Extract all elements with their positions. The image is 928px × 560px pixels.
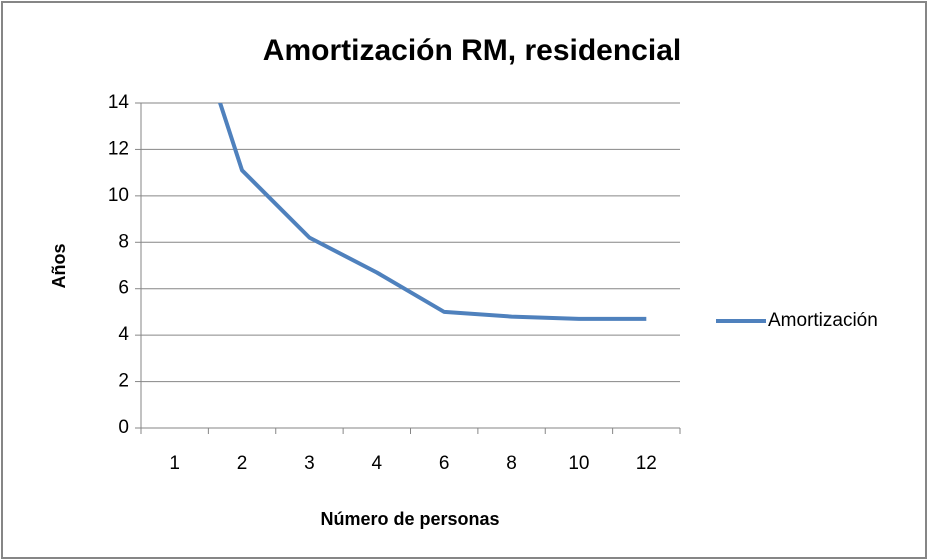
- x-tick-label: 4: [372, 453, 383, 474]
- y-tick-label: 12: [108, 138, 129, 159]
- x-tick-label: 10: [568, 453, 589, 474]
- y-tick-label: 10: [108, 185, 129, 206]
- y-tick-label: 2: [118, 371, 129, 392]
- y-tick-label: 8: [118, 231, 129, 252]
- y-tick-label: 0: [118, 417, 129, 438]
- x-tick-label: 8: [506, 453, 517, 474]
- x-axis-title: Número de personas: [320, 509, 499, 529]
- x-tick-label: 3: [304, 453, 315, 474]
- x-tick-label: 12: [636, 453, 657, 474]
- x-tick-label: 6: [439, 453, 450, 474]
- y-axis-title: Años: [49, 244, 69, 289]
- series-line: [218, 103, 647, 321]
- x-tick-label: 1: [169, 453, 180, 474]
- x-tick-label: 2: [237, 453, 248, 474]
- y-tick-label: 6: [118, 278, 129, 299]
- chart-title: Amortización RM, residencial: [263, 34, 681, 67]
- legend-label: Amortización: [768, 310, 878, 331]
- y-tick-label: 14: [108, 92, 130, 113]
- y-tick-label: 4: [118, 324, 129, 345]
